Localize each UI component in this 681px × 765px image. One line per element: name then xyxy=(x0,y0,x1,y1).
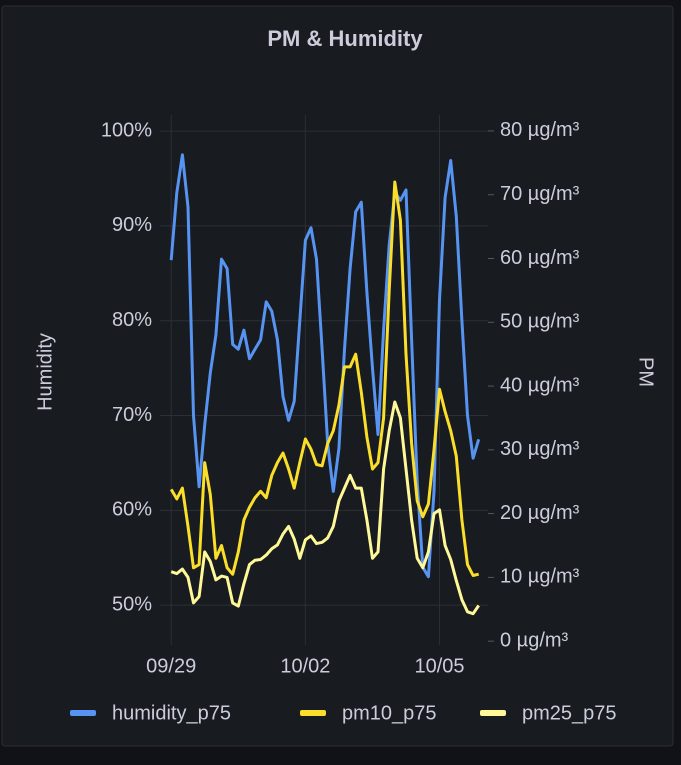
x-tick-label: 10/05 xyxy=(415,655,465,677)
y-tick-label: 100% xyxy=(101,119,152,141)
series-line xyxy=(169,180,480,577)
legend-swatch[interactable] xyxy=(70,710,96,716)
y2-tick-label: 10 µg/m³ xyxy=(500,566,580,588)
y2-axis-label: PM xyxy=(635,357,657,387)
x-tick-label: 10/02 xyxy=(280,655,330,677)
y-tick-label: 70% xyxy=(112,404,152,426)
y-axis-label: Humidity xyxy=(34,333,56,411)
y2-tick-label: 70 µg/m³ xyxy=(500,183,580,205)
y2-tick-label: 80 µg/m³ xyxy=(500,119,580,141)
y2-tick-label: 40 µg/m³ xyxy=(500,374,580,396)
y2-tick-label: 0 µg/m³ xyxy=(500,629,569,651)
y-tick-label: 60% xyxy=(112,499,152,521)
y-tick-label: 80% xyxy=(112,309,152,331)
series-line xyxy=(170,400,480,616)
panel xyxy=(1,5,674,747)
y2-tick-label: 30 µg/m³ xyxy=(500,438,580,460)
y-tick-label: 90% xyxy=(112,214,152,236)
y2-tick-label: 50 µg/m³ xyxy=(500,311,580,333)
legend-swatch[interactable] xyxy=(300,710,326,716)
y2-tick-label: 60 µg/m³ xyxy=(500,247,580,269)
chart-title: PM & Humidity xyxy=(267,26,423,51)
legend-swatch[interactable] xyxy=(480,710,506,716)
legend-label[interactable]: pm10_p75 xyxy=(342,702,437,724)
legend-label[interactable]: pm25_p75 xyxy=(522,702,617,724)
x-tick-label: 09/29 xyxy=(146,655,196,677)
legend-label[interactable]: humidity_p75 xyxy=(112,702,231,724)
y2-tick-label: 20 µg/m³ xyxy=(500,502,580,524)
y-tick-label: 50% xyxy=(112,593,152,615)
series-line xyxy=(169,153,481,579)
